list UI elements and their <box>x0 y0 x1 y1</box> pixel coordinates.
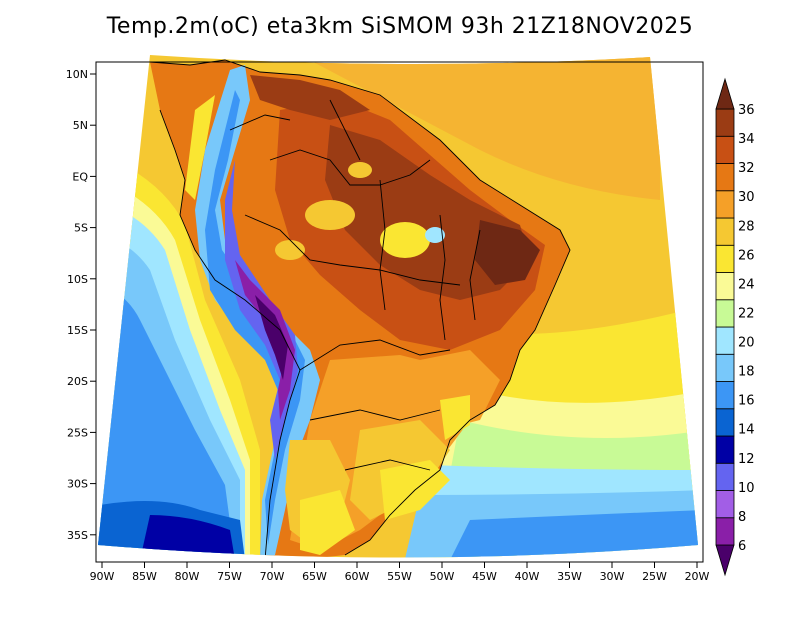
colorbar-swatch <box>715 435 735 464</box>
colorbar-label: 8 <box>738 510 746 525</box>
colorbar-label: 24 <box>738 277 755 292</box>
colorbar-label: 28 <box>738 219 755 234</box>
lat-label: 35S <box>67 529 88 542</box>
country-borders <box>149 59 571 558</box>
colorbar-label: 10 <box>738 481 755 496</box>
lon-label: 50W <box>430 570 455 583</box>
lon-label: 80W <box>175 570 200 583</box>
colorbar-label: 16 <box>738 394 755 409</box>
colorbar-swatch <box>715 462 735 491</box>
lat-label: EQ <box>72 170 88 183</box>
lon-label: 90W <box>90 570 115 583</box>
colorbar-max-arrow <box>715 77 735 110</box>
lat-label: 25S <box>67 426 88 439</box>
lon-label: 55W <box>387 570 412 583</box>
longitude-labels: 90W 85W 80W 75W 70W 65W 60W 55W 50W 45W 40W 35W 30W 2… <box>90 562 710 583</box>
lon-label: 20W <box>685 570 710 583</box>
colorbar-swatch <box>715 326 735 355</box>
colorbar-min-arrow <box>715 544 735 577</box>
lat-label: 10N <box>66 68 88 81</box>
colorbar: 6 8 10 12 14 16 18 20 22 24 26 28 30 32 34 36 <box>715 77 755 577</box>
colorbar-swatch <box>715 490 735 519</box>
lat-label: 15S <box>67 324 88 337</box>
colorbar-swatch <box>715 244 735 273</box>
colorbar-label: 34 <box>738 132 755 147</box>
colorbar-label: 14 <box>738 423 755 438</box>
colorbar-label: 36 <box>738 103 755 118</box>
colorbar-swatch <box>715 108 735 137</box>
lon-label: 85W <box>132 570 157 583</box>
lon-label: 40W <box>515 570 540 583</box>
colorbar-label: 20 <box>738 336 755 351</box>
temperature-field <box>98 55 698 558</box>
lon-label: 45W <box>472 570 497 583</box>
lon-label: 25W <box>642 570 667 583</box>
colorbar-swatch <box>715 217 735 246</box>
colorbar-swatch <box>715 408 735 437</box>
colorbar-label: 6 <box>738 539 746 554</box>
lon-label: 30W <box>600 570 625 583</box>
lon-label: 75W <box>217 570 242 583</box>
lat-label: 5S <box>74 222 88 235</box>
colorbar-label: 30 <box>738 190 755 205</box>
colorbar-swatch <box>715 272 735 301</box>
lat-label: 5N <box>73 119 88 132</box>
colorbar-swatch <box>715 353 735 382</box>
colorbar-label: 26 <box>738 248 755 263</box>
map-title: Temp.2m(oC) eta3km SiSMOM 93h 21Z18NOV20… <box>106 14 694 39</box>
latitude-labels: 10N 5N EQ 5S 10S 15S 20S 25S 30S 35S <box>66 68 96 542</box>
lat-label: 20S <box>67 375 88 388</box>
colorbar-label: 32 <box>738 161 755 176</box>
colorbar-label: 12 <box>738 452 755 467</box>
colorbar-swatch <box>715 517 735 546</box>
colorbar-swatch <box>715 163 735 192</box>
lat-label: 30S <box>67 478 88 491</box>
lon-label: 60W <box>345 570 370 583</box>
colorbar-label: 18 <box>738 365 755 380</box>
lon-label: 65W <box>302 570 327 583</box>
colorbar-label: 22 <box>738 306 755 321</box>
lon-label: 35W <box>557 570 582 583</box>
colorbar-swatch <box>715 381 735 410</box>
colorbar-swatch <box>715 135 735 164</box>
lon-label: 70W <box>260 570 285 583</box>
colorbar-swatch <box>715 190 735 219</box>
colorbar-swatch <box>715 299 735 328</box>
lat-label: 10S <box>67 273 88 286</box>
